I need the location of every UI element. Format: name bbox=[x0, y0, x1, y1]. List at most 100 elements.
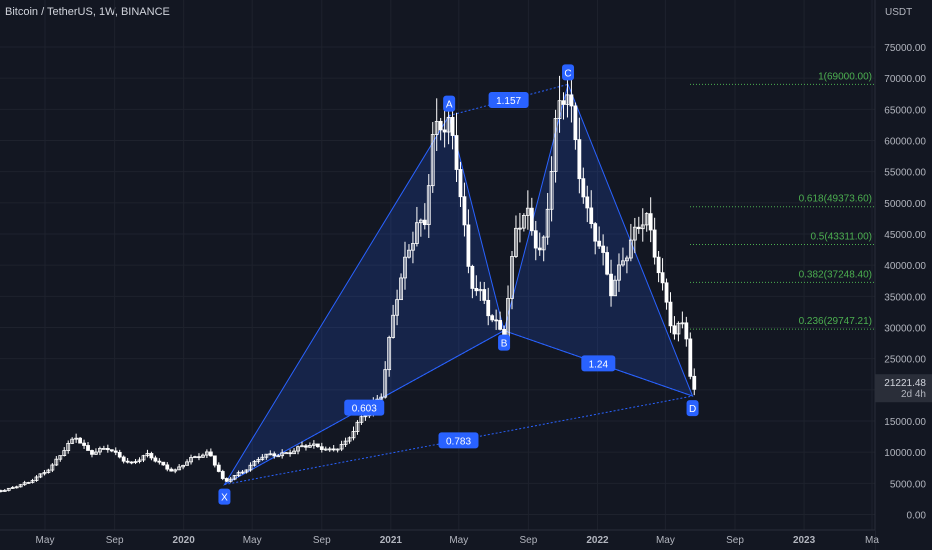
candle-body bbox=[648, 213, 653, 231]
candle-body bbox=[565, 94, 570, 105]
candle-body bbox=[311, 443, 316, 446]
candle-body bbox=[161, 461, 166, 466]
candle-body bbox=[628, 239, 633, 259]
time-axis-tick-label: Sep bbox=[726, 535, 744, 546]
price-axis-tick-label: 35000.00 bbox=[884, 292, 926, 303]
pattern-point-box bbox=[686, 400, 699, 417]
candle-body bbox=[133, 461, 138, 463]
price-axis-tick-label: 50000.00 bbox=[884, 199, 926, 210]
candle-body bbox=[632, 226, 637, 241]
candle-body bbox=[165, 464, 170, 470]
candle-body bbox=[403, 256, 407, 279]
candle-body bbox=[193, 456, 197, 459]
candle-body bbox=[541, 236, 546, 251]
candle-body bbox=[54, 458, 59, 466]
time-axis-tick-label: May bbox=[656, 535, 675, 546]
candle-body bbox=[181, 464, 186, 468]
candle-body bbox=[426, 185, 431, 226]
pattern-point-label: B bbox=[501, 339, 508, 350]
candle-body bbox=[652, 229, 657, 258]
pattern-ratio-label-box bbox=[344, 399, 385, 416]
candle-body bbox=[90, 450, 94, 455]
candle-body bbox=[525, 207, 530, 216]
candle-body bbox=[474, 288, 479, 292]
candle-body bbox=[98, 448, 102, 453]
candle-body bbox=[268, 453, 273, 456]
candle-body bbox=[58, 455, 63, 460]
candle-body bbox=[300, 445, 304, 448]
candles bbox=[0, 72, 697, 493]
candle-body bbox=[585, 196, 590, 209]
candle-body bbox=[379, 396, 384, 400]
candle-body bbox=[94, 451, 98, 455]
bar-countdown-label: 2d 4h bbox=[901, 389, 926, 400]
candle-body bbox=[561, 100, 566, 105]
candle-body bbox=[617, 264, 621, 281]
fib-level-label: 0.618(49373.60) bbox=[799, 194, 872, 205]
time-axis-tick-label: 2021 bbox=[380, 535, 403, 546]
price-axis-tick-label: 75000.00 bbox=[884, 43, 926, 54]
candle-body bbox=[304, 445, 308, 448]
candle-body bbox=[145, 453, 150, 457]
candle-body bbox=[470, 265, 475, 289]
candle-body bbox=[185, 461, 189, 466]
time-axis-tick-label: May bbox=[36, 535, 55, 546]
last-price-label: 21221.48 bbox=[884, 378, 926, 389]
pattern-point-label: A bbox=[446, 100, 453, 111]
candle-body bbox=[74, 437, 79, 440]
candle-body bbox=[201, 454, 205, 458]
price-axis-currency: USDT bbox=[885, 7, 912, 18]
fib-level-label: 0.5(43311.00) bbox=[810, 232, 872, 243]
candle-body bbox=[10, 487, 15, 489]
candle-body bbox=[407, 249, 411, 258]
candle-body bbox=[26, 481, 31, 484]
candle-body bbox=[664, 282, 669, 303]
time-axis-tick-label: 2020 bbox=[173, 535, 196, 546]
price-axis-tick-label: 10000.00 bbox=[884, 448, 926, 459]
pattern-ratio-label-box bbox=[581, 355, 616, 372]
candle-body bbox=[494, 319, 499, 322]
candle-body bbox=[82, 442, 86, 446]
pattern-ratio-label: 1.24 bbox=[589, 359, 609, 370]
candle-body bbox=[149, 453, 154, 459]
price-axis-tick-label: 70000.00 bbox=[884, 74, 926, 85]
price-axis-tick-label: 0.00 bbox=[907, 511, 927, 522]
candle-body bbox=[296, 446, 300, 452]
candle-body bbox=[141, 455, 146, 461]
candle-body bbox=[557, 100, 562, 119]
candle-body bbox=[684, 322, 689, 340]
candle-body bbox=[692, 375, 697, 390]
candle-body bbox=[597, 240, 602, 247]
candle-body bbox=[418, 219, 423, 224]
candle-body bbox=[636, 226, 641, 230]
pattern-ratio-label: 0.783 bbox=[446, 436, 471, 447]
candle-body bbox=[609, 273, 613, 297]
pattern-ratio-line bbox=[224, 395, 693, 486]
candle-body bbox=[308, 444, 312, 448]
price-axis-panel bbox=[875, 0, 932, 550]
candle-body bbox=[589, 207, 594, 225]
candle-body bbox=[22, 482, 27, 486]
candle-body bbox=[672, 325, 677, 335]
candle-body bbox=[391, 314, 396, 338]
candle-body bbox=[244, 469, 249, 473]
candle-body bbox=[411, 243, 415, 251]
candle-body bbox=[498, 319, 503, 330]
candle-body bbox=[529, 207, 534, 232]
candle-body bbox=[510, 256, 514, 299]
candle-body bbox=[284, 452, 289, 455]
time-axis-tick-label: May bbox=[243, 535, 262, 546]
candle-body bbox=[621, 260, 625, 266]
candle-body bbox=[220, 471, 225, 479]
time-axis-tick-label: Sep bbox=[520, 535, 538, 546]
candle-body bbox=[46, 469, 51, 473]
candle-body bbox=[577, 139, 582, 180]
candle-body bbox=[70, 438, 75, 444]
candle-body bbox=[272, 453, 277, 457]
candle-body bbox=[260, 456, 265, 460]
candle-body bbox=[323, 448, 328, 451]
candle-body bbox=[101, 448, 106, 450]
candle-body bbox=[292, 450, 296, 455]
candle-body bbox=[0, 490, 3, 492]
